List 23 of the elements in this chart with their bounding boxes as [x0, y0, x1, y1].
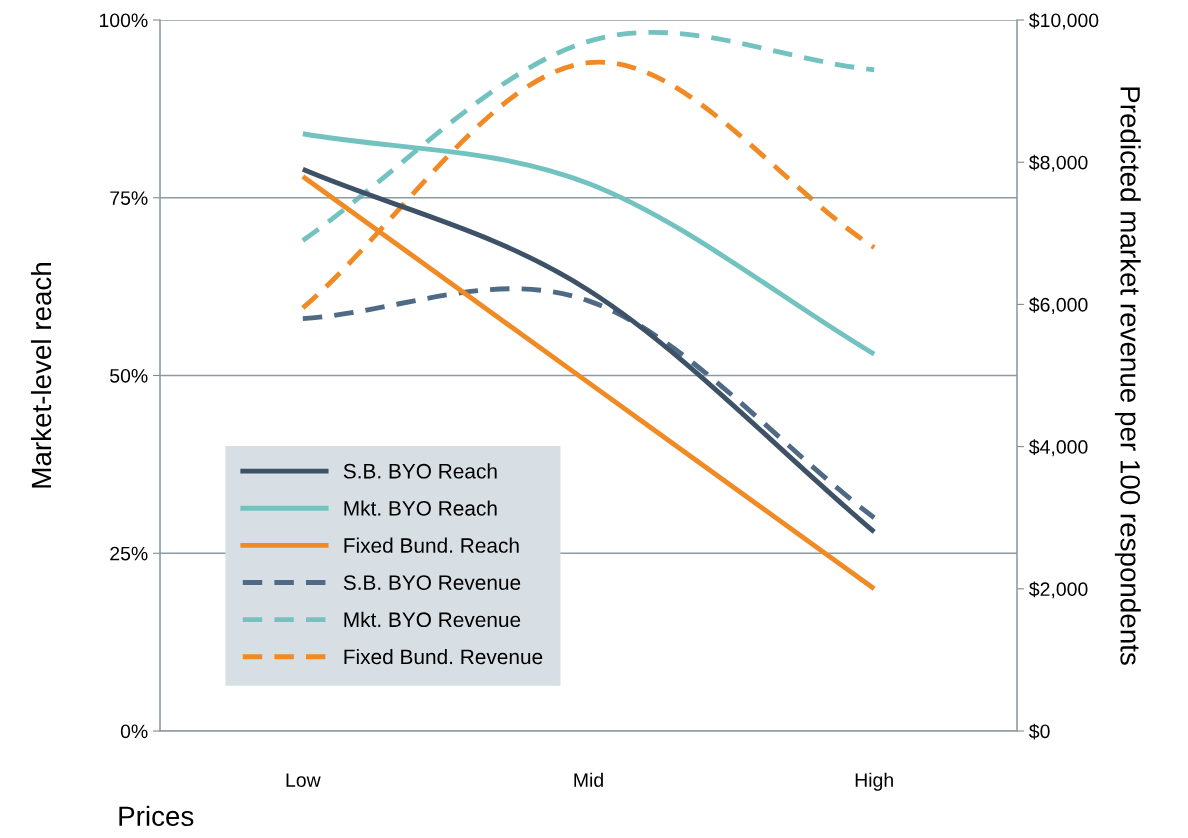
y-tick-label: 75%: [110, 191, 148, 205]
x-tick-label: Low: [286, 773, 321, 787]
y2-tick-label: $0: [1029, 723, 1050, 740]
x-tick-label: Mid: [574, 772, 603, 787]
y2-tick-label: $10,000: [1029, 12, 1099, 30]
legend-label: Mkt. BYO Revenue: [344, 611, 521, 628]
x-axis-title: Prices: [119, 805, 194, 827]
y2-tick-label: $6,000: [1029, 297, 1088, 314]
y-axis-title: Market-level reach: [30, 263, 52, 488]
legend-label: Fixed Bund. Revenue: [344, 648, 543, 665]
legend-label: Fixed Bund. Reach: [344, 537, 519, 553]
y-tick-label: 25%: [110, 546, 148, 561]
legend-label: S.B. BYO Revenue: [343, 575, 521, 590]
y2-tick-label: $4,000: [1029, 439, 1088, 457]
y2-axis-title: Predicted market revenue per 100 respondents: [1114, 87, 1141, 665]
y-tick-label: 0%: [120, 724, 148, 739]
y-tick-label: 50%: [110, 368, 148, 383]
y-tick-label: 100%: [99, 13, 148, 28]
y2-tick-label: $2,000: [1029, 581, 1088, 599]
legend-label: Mkt. BYO Reach: [344, 500, 497, 516]
y2-tick-label: $8,000: [1029, 154, 1088, 172]
x-tick-label: High: [855, 772, 893, 791]
legend-label: S.B. BYO Reach: [343, 463, 497, 479]
